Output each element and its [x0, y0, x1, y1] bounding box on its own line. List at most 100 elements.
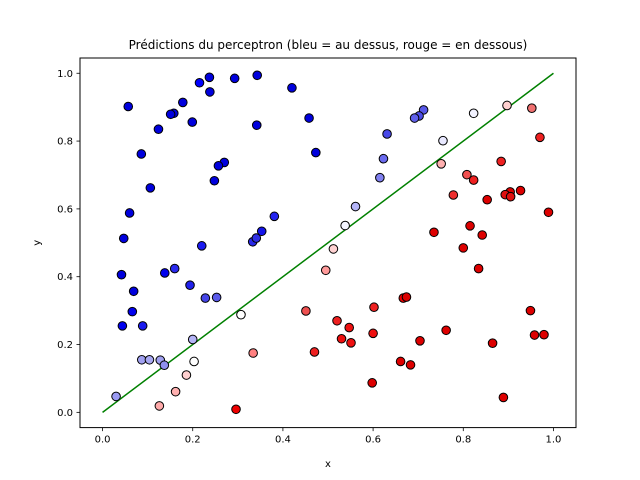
scatter-point: [165, 109, 176, 120]
x-tick-label: 0.8: [455, 435, 471, 446]
scatter-point: [468, 108, 479, 119]
scatter-point: [178, 97, 188, 108]
scatter-point: [367, 378, 377, 388]
scatter-point: [477, 230, 488, 240]
scatter-point: [409, 113, 420, 123]
scatter-point: [213, 161, 224, 171]
scatter-point: [369, 302, 379, 313]
y-tick-label: 0.8: [57, 137, 73, 148]
scatter-point: [502, 100, 512, 111]
x-tick-label: 1.0: [546, 435, 562, 446]
scatter-point: [236, 309, 246, 320]
scatter-point: [415, 335, 425, 346]
scatter-point: [468, 175, 479, 185]
scatter-point: [251, 233, 262, 243]
scatter-point: [252, 70, 263, 81]
scatter-point: [320, 265, 331, 276]
y-tick-label: 0.6: [57, 204, 73, 215]
scatter-point: [505, 191, 516, 202]
scatter-point: [256, 226, 267, 237]
scatter-point: [382, 129, 392, 139]
scatter-point: [304, 113, 314, 123]
y-tick-label: 0.0: [57, 408, 73, 419]
x-tick-label: 0.0: [95, 435, 111, 446]
scatter-point: [375, 172, 385, 183]
scatter-point: [144, 354, 155, 365]
scatter-point: [535, 132, 545, 143]
scatter-point: [159, 268, 170, 278]
scatter-point: [200, 293, 211, 303]
scatter-point: [496, 156, 506, 167]
scatter-point: [116, 269, 127, 280]
scatter-point: [231, 404, 241, 415]
scatter-point: [187, 117, 198, 127]
scatter-point: [350, 201, 361, 212]
scatter-point: [127, 306, 138, 317]
scatter-point: [204, 72, 215, 83]
y-tick-label: 0.4: [57, 272, 73, 283]
scatter-point: [137, 321, 148, 331]
scatter-point: [462, 169, 472, 180]
scatter-point: [436, 158, 446, 169]
scatter-point: [118, 233, 129, 244]
scatter-point: [211, 292, 222, 303]
scatter-point: [378, 153, 389, 164]
y-axis-label: y: [32, 240, 43, 246]
decision-boundary-line: [102, 72, 554, 413]
y-tick-label: 1.0: [57, 69, 73, 80]
scatter-point: [124, 208, 135, 218]
scatter-point: [154, 401, 165, 411]
scatter-point: [527, 103, 537, 113]
scatter-point: [311, 147, 321, 158]
scatter-point: [136, 149, 147, 159]
scatter-point: [209, 175, 220, 186]
y-axis-ticks: 0.0 0.2 0.4 0.6 0.8 1.0: [57, 69, 80, 419]
scatter-point: [429, 227, 439, 238]
x-tick-label: 0.4: [275, 435, 291, 446]
scatter-point: [515, 185, 526, 196]
scatter-point: [344, 322, 354, 333]
scatter-point: [332, 315, 342, 326]
scatter-point: [189, 356, 199, 367]
scatter-point: [194, 77, 205, 88]
scatter-point: [309, 347, 320, 357]
scatter-point: [465, 221, 475, 231]
scatter-point: [340, 220, 350, 231]
scatter-point: [269, 211, 280, 222]
plot-area: [79, 57, 577, 429]
points-layer: [111, 70, 554, 415]
scatter-point: [473, 263, 484, 274]
x-tick-label: 0.2: [185, 435, 201, 446]
scatter-point: [525, 305, 536, 316]
scatter-point: [438, 135, 448, 146]
scatter-point: [482, 194, 492, 205]
scatter-point: [395, 356, 406, 367]
scatter-point: [185, 280, 195, 290]
scatter-point: [405, 360, 416, 370]
scatter-point: [458, 243, 469, 253]
scatter-point: [153, 124, 164, 135]
chart-title: Prédictions du perceptron (bleu = au des…: [129, 38, 528, 52]
decision-boundary-layer: [102, 72, 554, 413]
scatter-point: [111, 391, 121, 402]
scatter-point: [248, 348, 258, 358]
scatter-point: [539, 329, 549, 340]
y-tick-label: 0.2: [57, 340, 73, 351]
scatter-point: [145, 183, 156, 193]
scatter-point: [251, 120, 262, 130]
scatter-point: [336, 333, 347, 344]
scatter-point: [181, 370, 192, 380]
scatter-point: [229, 73, 240, 84]
scatter-point: [346, 338, 356, 348]
scatter-point: [287, 83, 297, 93]
scatter-point: [448, 190, 459, 200]
scatter-point: [543, 207, 554, 218]
x-tick-label: 0.6: [365, 435, 381, 446]
scatter-point: [368, 328, 378, 339]
scatter-point: [123, 101, 134, 112]
scatter-point: [169, 263, 180, 274]
scatter-point: [301, 306, 311, 316]
scatter-point: [205, 87, 215, 97]
scatter-point: [117, 321, 128, 331]
